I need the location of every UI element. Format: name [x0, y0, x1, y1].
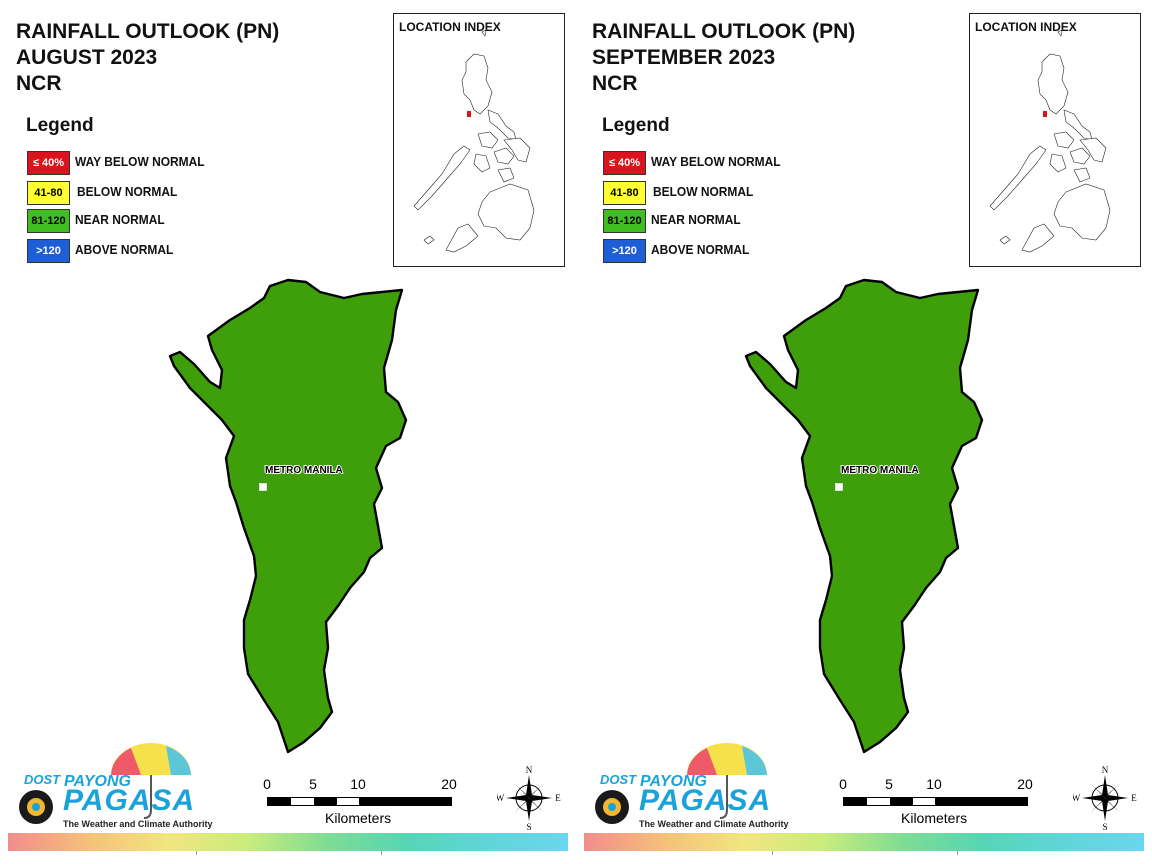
- scale-tick-0: 0: [839, 776, 847, 792]
- legend-swatch-near: 81-120: [27, 209, 70, 233]
- title-line-1: RAINFALL OUTLOOK (PN): [16, 20, 280, 43]
- decorative-color-strip: [8, 833, 568, 851]
- umbrella-logo-icon: [595, 743, 767, 824]
- scale-tick-5: 5: [309, 776, 317, 792]
- title-line-1: RAINFALL OUTLOOK (PN): [592, 20, 856, 43]
- legend-title: Legend: [26, 115, 94, 136]
- legend-title: Legend: [602, 115, 670, 136]
- strip-tick: [381, 851, 382, 855]
- title-line-2: SEPTEMBER 2023: [592, 46, 776, 69]
- payong-pagasa-logo: DOST PAYONG PAGASA The Weather and Clima…: [592, 740, 789, 830]
- ncr-region-map: [168, 278, 408, 754]
- title-line-3: NCR: [592, 72, 638, 95]
- place-marker-metro-manila: [835, 483, 843, 491]
- location-index-map: LOCATION INDEX: [393, 13, 565, 267]
- ncr-locator-marker: [467, 111, 471, 117]
- payong-pagasa-logo: DOST PAYONG PAGASA The Weather and Clima…: [16, 740, 213, 830]
- scale-tick-10: 10: [926, 776, 942, 792]
- scale-bar: 0 5 10 20 Kilometers: [262, 776, 462, 836]
- strip-tick: [772, 851, 773, 855]
- strip-tick: [196, 851, 197, 855]
- compass-w: W: [497, 793, 505, 803]
- ncr-region-shape: [168, 278, 408, 754]
- legend-label-below: BELOW NORMAL: [77, 184, 178, 199]
- location-index-map: LOCATION INDEX: [969, 13, 1141, 267]
- legend-label-near: NEAR NORMAL: [651, 212, 741, 227]
- legend-label-near: NEAR NORMAL: [75, 212, 165, 227]
- place-label-metro-manila: METRO MANILA: [841, 465, 919, 476]
- outlook-panel-september: RAINFALL OUTLOOK (PN) SEPTEMBER 2023 NCR…: [576, 0, 1152, 864]
- logo-dost-text: DOST: [24, 772, 61, 787]
- logo-pagasa-text: PAGASA: [639, 784, 772, 817]
- place-label-metro-manila: METRO MANILA: [265, 465, 343, 476]
- legend-label-way-below: WAY BELOW NORMAL: [75, 154, 205, 169]
- legend-swatch-way-below: ≤ 40%: [603, 151, 646, 175]
- logo-dost-text: DOST: [600, 772, 637, 787]
- location-index-title: LOCATION INDEX: [975, 20, 1077, 34]
- scale-tick-0: 0: [263, 776, 271, 792]
- scale-tick-20: 20: [441, 776, 457, 792]
- legend-swatch-below: 41-80: [603, 181, 646, 205]
- philippines-outline-map: [989, 29, 1111, 253]
- north-arrow-compass-icon: N S W E: [497, 765, 561, 831]
- compass-s: S: [526, 822, 531, 831]
- compass-s: S: [1102, 822, 1107, 831]
- location-index-title: LOCATION INDEX: [399, 20, 501, 34]
- ncr-region-map: [744, 278, 984, 754]
- scale-unit-label: Kilometers: [901, 810, 968, 826]
- scale-tick-10: 10: [350, 776, 366, 792]
- place-marker-metro-manila: [259, 483, 267, 491]
- umbrella-logo-icon: [19, 743, 191, 824]
- legend-label-above: ABOVE NORMAL: [75, 242, 174, 257]
- decorative-color-strip: [584, 833, 1144, 851]
- compass-e: E: [555, 793, 561, 803]
- scale-tick-5: 5: [885, 776, 893, 792]
- logo-pagasa-text: PAGASA: [63, 784, 196, 817]
- outlook-panel-august: RAINFALL OUTLOOK (PN) AUGUST 2023 NCR Le…: [8, 13, 568, 855]
- scale-bar-graphic: [843, 797, 1028, 806]
- title-line-3: NCR: [16, 72, 62, 95]
- logo-tagline: The Weather and Climate Authority: [639, 819, 789, 829]
- legend-label-below: BELOW NORMAL: [653, 184, 754, 199]
- title-line-2: AUGUST 2023: [16, 46, 158, 69]
- scale-bar-graphic: [267, 797, 452, 806]
- scale-unit-label: Kilometers: [325, 810, 392, 826]
- legend-swatch-way-below: ≤ 40%: [27, 151, 70, 175]
- legend-label-above: ABOVE NORMAL: [651, 242, 750, 257]
- compass-e: E: [1131, 793, 1137, 803]
- compass-w: W: [1073, 793, 1081, 803]
- scale-tick-20: 20: [1017, 776, 1033, 792]
- strip-tick: [957, 851, 958, 855]
- logo-payong-text: PAYONG: [64, 773, 131, 790]
- logo-tagline: The Weather and Climate Authority: [63, 819, 213, 829]
- legend-swatch-above: >120: [603, 239, 646, 263]
- scale-bar: 0 5 10 20 Kilometers: [838, 776, 1038, 836]
- north-arrow-compass-icon: N S W E: [1073, 765, 1137, 831]
- map-title: RAINFALL OUTLOOK (PN) SEPTEMBER 2023 NCR: [592, 19, 855, 97]
- legend-swatch-near: 81-120: [603, 209, 646, 233]
- map-title: RAINFALL OUTLOOK (PN) AUGUST 2023 NCR: [16, 19, 279, 97]
- compass-n: N: [1102, 765, 1109, 775]
- compass-n: N: [526, 765, 533, 775]
- ncr-region-shape: [744, 278, 984, 754]
- legend-swatch-below: 41-80: [27, 181, 70, 205]
- ncr-locator-marker: [1043, 111, 1047, 117]
- legend-swatch-above: >120: [27, 239, 70, 263]
- logo-payong-text: PAYONG: [640, 773, 707, 790]
- legend-label-way-below: WAY BELOW NORMAL: [651, 154, 781, 169]
- philippines-outline-map: [413, 29, 535, 253]
